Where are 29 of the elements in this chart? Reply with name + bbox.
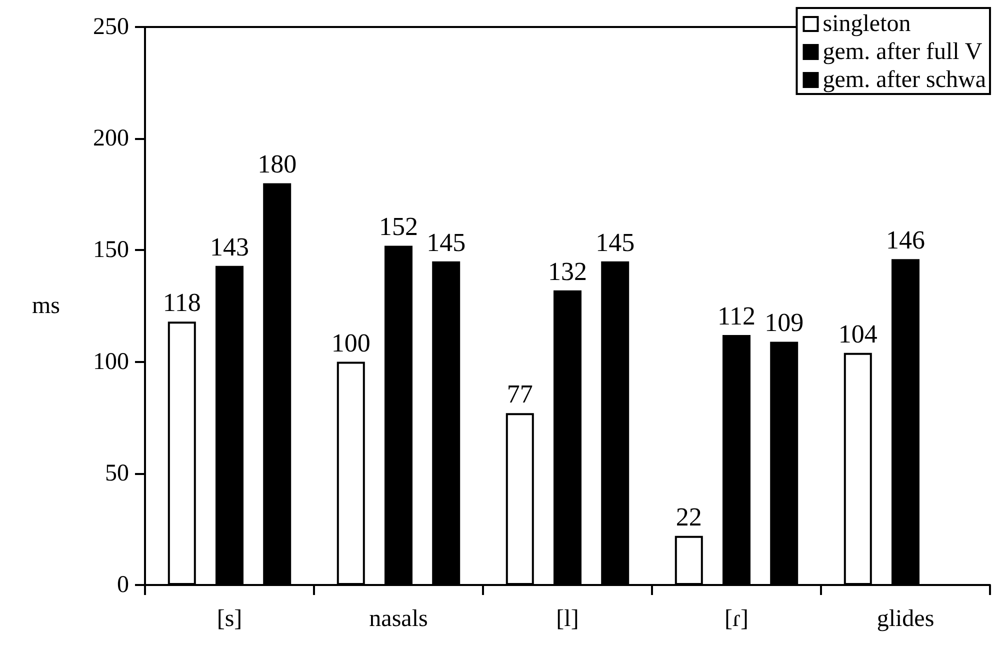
data-label: 145 bbox=[596, 228, 635, 257]
data-label: 104 bbox=[838, 319, 878, 348]
x-tick-label: [s] bbox=[216, 606, 242, 632]
data-label: 77 bbox=[506, 380, 533, 409]
data-label: 152 bbox=[379, 212, 418, 242]
data-label: 145 bbox=[426, 228, 466, 257]
data-label: 180 bbox=[258, 150, 297, 179]
data-label: 112 bbox=[717, 302, 756, 331]
y-tick-label: 150 bbox=[93, 237, 129, 264]
data-label: 143 bbox=[210, 232, 249, 262]
x-tick-label: [l] bbox=[556, 606, 579, 632]
y-tick-label: 100 bbox=[93, 348, 129, 375]
data-label: 100 bbox=[331, 328, 370, 358]
y-axis-title: ms bbox=[32, 293, 60, 319]
data-label: 146 bbox=[886, 226, 925, 255]
y-tick-label: 200 bbox=[93, 126, 129, 152]
data-label: 132 bbox=[548, 256, 587, 286]
y-tick-label: 0 bbox=[117, 572, 129, 598]
legend-label: gem. after schwa bbox=[822, 67, 986, 93]
legend-label: singleton bbox=[822, 11, 911, 37]
y-tick-label: 250 bbox=[93, 14, 129, 40]
legend-label: gem. after full V bbox=[822, 39, 983, 65]
y-tick-label: 50 bbox=[105, 460, 129, 486]
x-tick-label: [ɾ] bbox=[724, 606, 748, 632]
x-tick-label: nasals bbox=[369, 606, 428, 632]
data-label: 109 bbox=[764, 308, 804, 338]
x-tick-label: glides bbox=[876, 606, 934, 632]
data-label: 22 bbox=[676, 502, 702, 532]
data-label: 118 bbox=[162, 288, 201, 318]
